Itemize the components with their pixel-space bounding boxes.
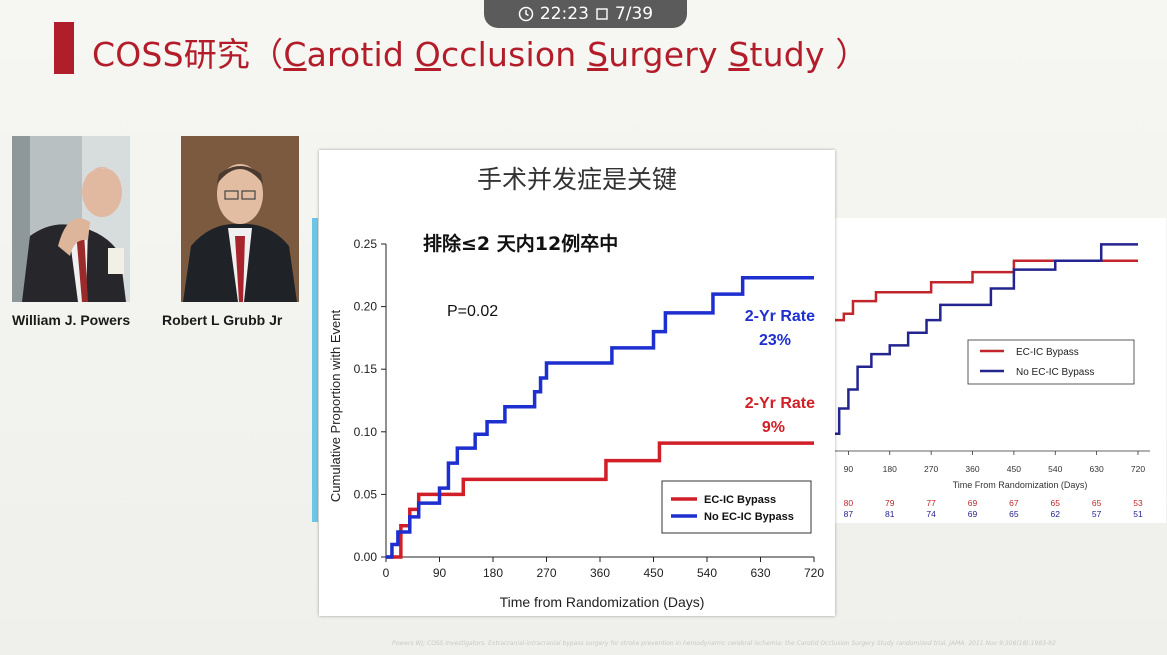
portrait-photo-grubb <box>181 136 299 302</box>
x-tick-label: 540 <box>697 566 717 580</box>
chart-subtitle: 排除≤2 天内12例卒中 <box>423 232 618 255</box>
y-tick-label: 0.15 <box>354 362 378 376</box>
risk-no-ecic-count: 57 <box>1092 509 1102 519</box>
back-x-tick-label: 360 <box>965 464 979 474</box>
y-tick-label: 0.25 <box>354 237 378 251</box>
series-no-ecic-bypass-line <box>386 276 814 559</box>
y-axis-label: Cumulative Proportion with Event <box>328 310 343 503</box>
back-legend-no-ecic: No EC-IC Bypass <box>1016 367 1094 378</box>
caption-grubb: Robert L Grubb Jr <box>162 312 283 328</box>
risk-no-ecic-count: 69 <box>968 509 978 519</box>
risk-ecic-count: 53 <box>1133 498 1143 508</box>
y-tick-label: 0.10 <box>354 425 378 439</box>
background-km-chart: EC-IC Bypass No EC-IC Bypass 90 180 270 360… <box>830 243 1150 519</box>
risk-ecic-count: 67 <box>1009 498 1019 508</box>
back-x-tick-label: 720 <box>1131 464 1145 474</box>
title-accent-bar <box>54 22 74 74</box>
x-tick-label: 180 <box>483 566 503 580</box>
back-legend-ecic: EC-IC Bypass <box>1016 347 1079 358</box>
slide-title: COSS研究（Carotid Occlusion Surgery Study ） <box>92 35 869 74</box>
citation-footer: Powers WJ; COSS Investigators. Extracran… <box>392 640 1056 647</box>
back-series-no-ecic-line <box>830 243 1138 435</box>
risk-ecic-count: 77 <box>926 498 936 508</box>
x-tick-label: 630 <box>750 566 770 580</box>
x-tick-label: 90 <box>433 566 447 580</box>
status-page: 7/39 <box>614 4 654 24</box>
risk-ecic-count: 79 <box>885 498 895 508</box>
y-tick-label: 0.05 <box>354 487 378 501</box>
risk-no-ecic-count: 62 <box>1051 509 1061 519</box>
back-series-ecic-line <box>830 259 1138 322</box>
p-value-annotation: P=0.02 <box>447 303 498 320</box>
risk-ecic-count: 65 <box>1092 498 1102 508</box>
red-rate-label: 2-Yr Rate <box>745 395 815 412</box>
x-tick-label: 360 <box>590 566 610 580</box>
background-chart-panel: EC-IC Bypass No EC-IC Bypass 90 180 270 360… <box>820 218 1166 523</box>
status-time: 22:23 <box>539 4 589 24</box>
back-legend: EC-IC Bypass No EC-IC Bypass <box>967 339 1135 385</box>
status-bar: 22:23 7/39 <box>484 0 687 28</box>
back-x-tick-label: 630 <box>1090 464 1104 474</box>
x-tick-label: 450 <box>643 566 663 580</box>
main-km-chart: 手术并发症是关键 排除≤2 天内12例卒中 P=0.02 0.00 0.05 0.1… <box>328 165 824 610</box>
caption-powers: William J. Powers <box>12 312 131 328</box>
y-tick-label: 0.00 <box>354 550 378 564</box>
risk-no-ecic-count: 74 <box>926 509 936 519</box>
series-ecic-bypass-line <box>386 441 814 559</box>
risk-no-ecic-count: 65 <box>1009 509 1019 519</box>
y-tick-label: 0.20 <box>354 300 378 314</box>
risk-ecic-count: 69 <box>968 498 978 508</box>
x-tick-label: 270 <box>536 566 556 580</box>
portrait-photo-powers <box>12 136 130 302</box>
legend-ecic-bypass: EC-IC Bypass <box>704 494 776 506</box>
x-tick-label: 0 <box>383 566 390 580</box>
main-chart-panel: 手术并发症是关键 排除≤2 天内12例卒中 P=0.02 0.00 0.05 0.1… <box>319 150 835 616</box>
back-x-tick-label: 540 <box>1048 464 1062 474</box>
chart-title: 手术并发症是关键 <box>477 165 677 194</box>
back-x-tick-label: 90 <box>844 464 854 474</box>
blue-rate-value: 23% <box>759 332 791 349</box>
x-axis-label: Time from Randomization (Days) <box>500 594 705 610</box>
back-x-axis-label: Time From Randomization (Days) <box>953 480 1088 490</box>
risk-ecic-count: 65 <box>1051 498 1061 508</box>
back-x-tick-label: 270 <box>924 464 938 474</box>
risk-ecic-count: 80 <box>844 498 854 508</box>
blue-rate-label: 2-Yr Rate <box>745 308 815 325</box>
risk-no-ecic-count: 87 <box>844 509 854 519</box>
risk-no-ecic-count: 81 <box>885 509 895 519</box>
risk-no-ecic-count: 51 <box>1133 509 1143 519</box>
page-icon <box>596 8 608 20</box>
panel-edge-accent <box>312 218 318 522</box>
legend-no-ecic-bypass: No EC-IC Bypass <box>704 511 794 523</box>
red-rate-value: 9% <box>762 419 785 436</box>
back-x-tick-label: 450 <box>1007 464 1021 474</box>
back-x-tick-label: 180 <box>883 464 897 474</box>
x-tick-label: 720 <box>804 566 824 580</box>
clock-icon <box>518 6 534 22</box>
main-legend: EC-IC Bypass No EC-IC Bypass <box>661 480 812 534</box>
